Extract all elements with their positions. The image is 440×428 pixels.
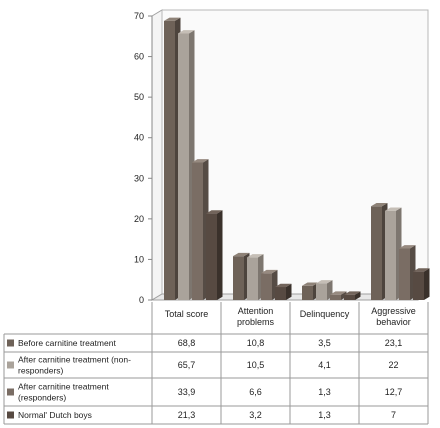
- category-label: problems: [237, 317, 275, 327]
- data-label: 21,3: [178, 410, 196, 420]
- data-label: 33,9: [178, 387, 196, 397]
- bar: [206, 210, 223, 300]
- bar-top: [233, 252, 250, 257]
- bar-front: [247, 257, 258, 300]
- bar-front: [344, 294, 355, 300]
- legend-key: [7, 411, 14, 419]
- y-tick-label: 40: [134, 133, 144, 143]
- bar-top: [164, 17, 181, 21]
- data-label: 1,3: [318, 410, 331, 420]
- bar-side: [217, 210, 223, 300]
- bar-front: [192, 162, 203, 300]
- bar-side: [355, 291, 361, 300]
- bar-front: [385, 210, 396, 300]
- series-label: Before carnitine treatment: [18, 338, 116, 348]
- series-label: (responders): [18, 393, 66, 403]
- series-label: After carnitine treatment: [18, 382, 109, 392]
- bar-front: [261, 273, 272, 300]
- bar: [344, 291, 361, 300]
- bar-side: [424, 268, 430, 300]
- data-label: 4,1: [318, 360, 331, 370]
- bar-front: [330, 294, 341, 300]
- bar-side: [341, 291, 347, 300]
- bar-front: [316, 283, 327, 300]
- legend-key: [7, 388, 14, 396]
- bar: [413, 268, 430, 300]
- y-tick-label: 0: [139, 295, 144, 305]
- y-tick-label: 30: [134, 173, 144, 183]
- data-label: 3,5: [318, 338, 331, 348]
- y-tick-label: 60: [134, 52, 144, 62]
- data-label: 12,7: [385, 387, 403, 397]
- bar-front: [275, 287, 286, 300]
- bar-front: [164, 20, 175, 301]
- bar-front: [413, 271, 424, 300]
- data-label: 1,3: [318, 387, 331, 397]
- legend-key: [7, 339, 14, 347]
- series-label: Normal' Dutch boys: [18, 410, 92, 420]
- bar: [330, 291, 347, 300]
- bars: [164, 17, 430, 301]
- category-label: Aggressive: [371, 306, 416, 316]
- data-label: 23,1: [385, 338, 403, 348]
- side-wall: [151, 9, 163, 301]
- category-label: Attention: [238, 306, 274, 316]
- series-label: After carnitine treatment (non-: [18, 355, 131, 365]
- data-label: 68,8: [178, 338, 196, 348]
- data-label: 10,8: [247, 338, 265, 348]
- category-label: Delinquency: [300, 309, 350, 319]
- data-label: 3,2: [249, 410, 262, 420]
- bar-top: [316, 280, 333, 284]
- y-tick-label: 10: [134, 254, 144, 264]
- y-tick-label: 50: [134, 92, 144, 102]
- bar-front: [302, 285, 313, 300]
- bar-top: [275, 283, 292, 288]
- bar-top: [178, 30, 195, 34]
- category-label: Total score: [165, 309, 209, 319]
- bar-top: [206, 210, 223, 214]
- bar-top: [247, 254, 264, 258]
- bar-top: [330, 291, 347, 295]
- bar-front: [399, 248, 410, 300]
- bar-front: [371, 206, 382, 300]
- category-label: behavior: [376, 317, 411, 327]
- bar-side: [286, 283, 292, 300]
- bar: [275, 283, 292, 300]
- bar-top: [399, 245, 416, 249]
- bar-top: [385, 207, 402, 211]
- y-tick-label: 70: [134, 11, 144, 21]
- bar-front: [206, 213, 217, 300]
- bar-top: [192, 159, 209, 163]
- bar-top: [344, 291, 361, 295]
- series-label: responders): [18, 366, 64, 376]
- data-label: 6,6: [249, 387, 262, 397]
- bar-top: [413, 268, 430, 272]
- data-label: 10,5: [247, 360, 265, 370]
- y-axis: 0 10 20 30 40 50 60 70: [134, 11, 153, 305]
- bar-front: [178, 33, 189, 301]
- data-label: 22: [388, 360, 398, 370]
- bar-front: [233, 256, 244, 300]
- bar-top: [302, 282, 319, 286]
- legend-key: [7, 361, 14, 369]
- y-tick-label: 20: [134, 214, 144, 224]
- bar-top: [261, 269, 278, 274]
- data-label: 65,7: [178, 360, 196, 370]
- bar-top: [371, 202, 388, 207]
- data-label: 7: [391, 410, 396, 420]
